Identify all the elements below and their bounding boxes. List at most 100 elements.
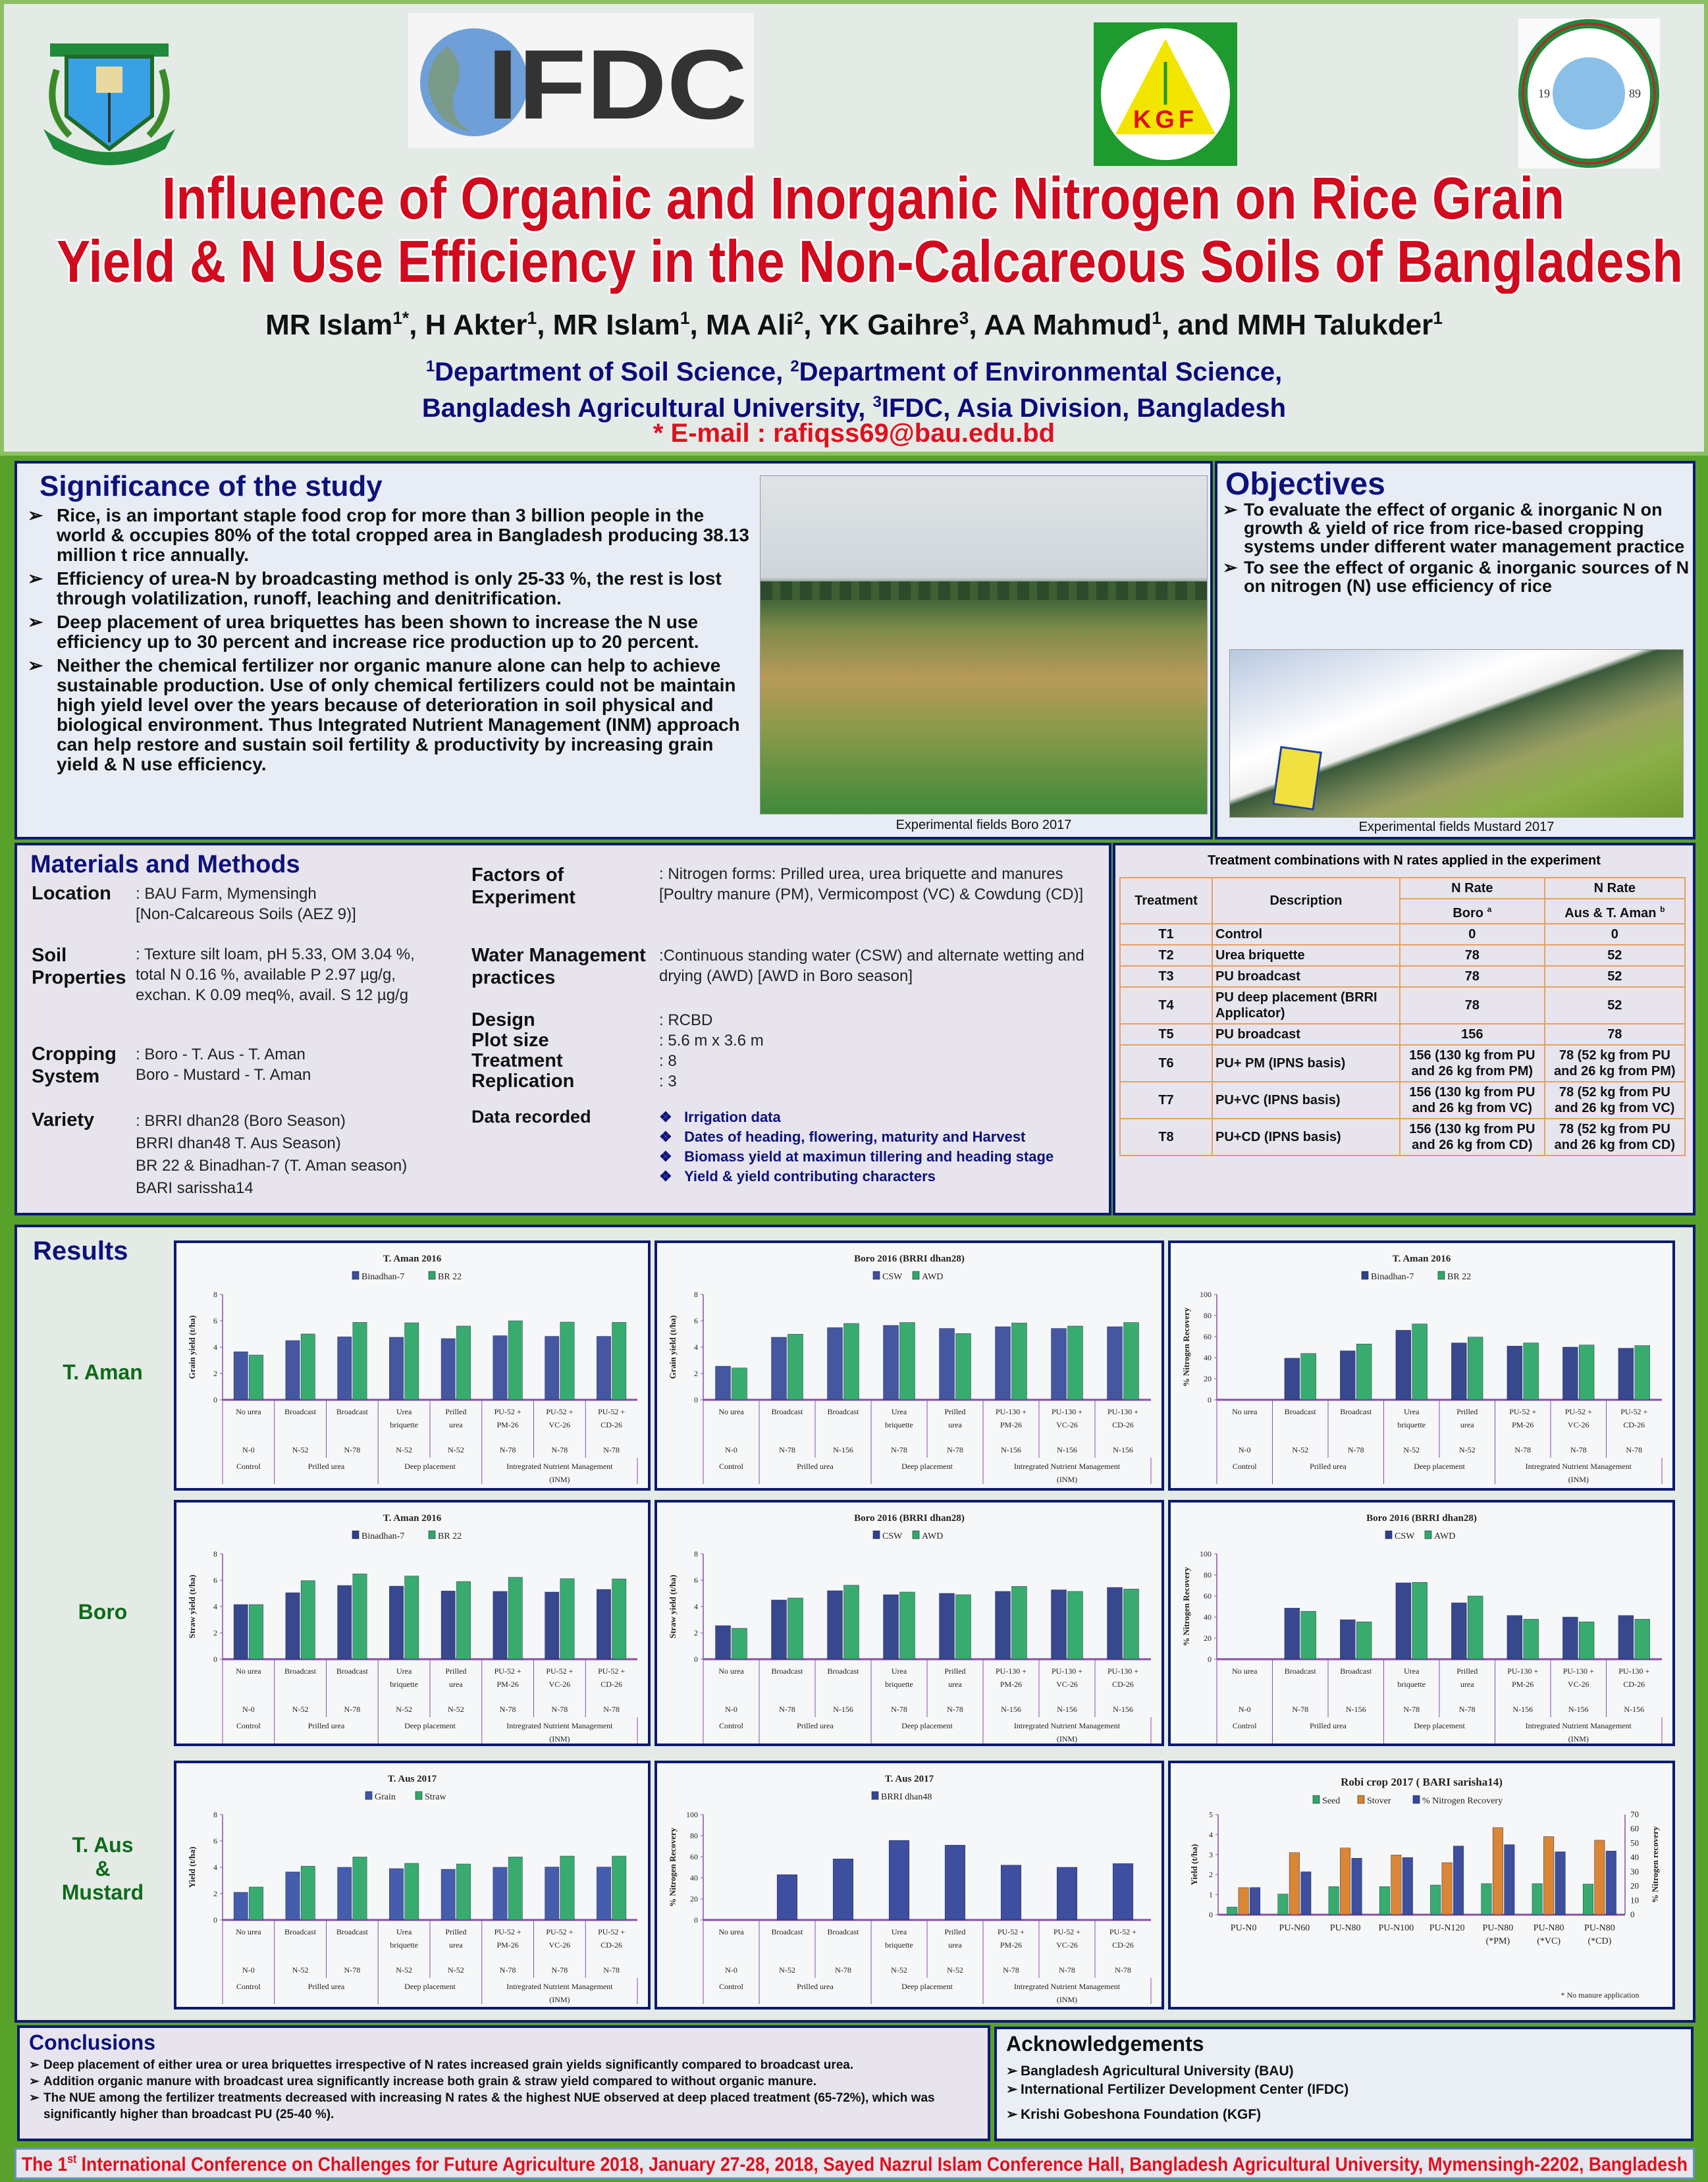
chart-boro-n-recovery: Boro 2016 (BRRI dhan28) CSW AWD 0 20 40 60 80 10…	[1168, 1500, 1675, 1746]
bar-stover-7	[1594, 1840, 1605, 1915]
cropping-label: Cropping System	[32, 1044, 117, 1087]
bar-grain-0	[233, 1892, 248, 1921]
author: and MMH Talukder1	[1177, 308, 1443, 341]
y-axis-label: Straw yield (t/ha)	[187, 1575, 197, 1639]
boro-rate-cell: 156 (130 kg from PU and 26 kg from CD)	[1399, 1117, 1545, 1156]
bar-binadhan-7-7	[597, 1336, 611, 1400]
y-tick-label: 0	[213, 1915, 217, 1925]
bar-binadhan-7-4	[440, 1338, 456, 1400]
category-label: PU-52 +	[494, 1407, 521, 1416]
bar-binadhan-7-3	[1395, 1330, 1411, 1400]
legend-label: % Nitrogen Recovery	[1422, 1796, 1503, 1806]
treatment-cell: T2	[1119, 944, 1213, 967]
n-rate-label: N-52	[1292, 1445, 1308, 1454]
n-rate-label: N-156	[1568, 1705, 1589, 1714]
affiliations: 1Department of Soil Science, 2Department…	[4, 352, 1704, 423]
bar-br-22-1	[300, 1333, 315, 1400]
group-label: Intregrated Nutrient Management	[506, 1721, 613, 1730]
bar--nitrogen-recovery-5	[1504, 1844, 1515, 1915]
y-tick-label: 0	[1208, 1655, 1212, 1664]
category-label: PU-52 +	[1509, 1407, 1536, 1416]
chart-svg: T. Aus 2017 Grain Straw 0 2 4 6 8 Yield (t/ha) No…	[187, 1774, 638, 2004]
bar-br-22-7	[612, 1322, 627, 1400]
bar-seed-7	[1582, 1884, 1593, 1915]
legend-swatch	[1312, 1795, 1320, 1804]
author: AA Mahmud1,	[984, 308, 1178, 341]
category-label: Prilled	[1456, 1666, 1478, 1676]
n-rate-label: N-52	[292, 1965, 309, 1975]
author: H Akter1,	[425, 308, 553, 341]
bar-csw-7	[1107, 1326, 1123, 1400]
table-row: T8 PU+CD (IPNS basis) 156 (130 kg from PU …	[1119, 1117, 1686, 1156]
y-tick-label: 0	[1208, 1395, 1212, 1404]
treatment-cell: T1	[1119, 922, 1213, 945]
bar-awd-5	[1011, 1323, 1027, 1400]
svg-text:The 1st International Conferen: The 1st International Conference on Chal…	[22, 2152, 1688, 2175]
category-label: Broadcast	[772, 1666, 804, 1676]
group-label: Control	[236, 1982, 261, 1991]
chart-title: T. Aman 2016	[1393, 1254, 1451, 1264]
category-label: PU-130 +	[1563, 1666, 1594, 1676]
legend-swatch	[352, 1530, 360, 1539]
legend-label: Binadhan-7	[361, 1272, 404, 1282]
boro-photo-caption: Experimental fields Boro 2017	[895, 818, 1072, 832]
category-label: Prilled	[445, 1666, 466, 1676]
group-label: Prilled urea	[1310, 1462, 1347, 1471]
bar-seed-4	[1430, 1884, 1441, 1915]
n-rate-label: N-156	[1113, 1705, 1133, 1714]
bar-awd-2	[843, 1585, 859, 1660]
bar-br-22-5	[1523, 1343, 1539, 1400]
n-rate-label: N-156	[1113, 1445, 1133, 1454]
n-rate-label: N-156	[833, 1445, 853, 1454]
data-recorded-list: ❖ Irrigation data ❖ Dates of heading, fl…	[659, 1107, 1054, 1186]
contact-email[interactable]: * E-mail : rafiqss69@bau.edu.bd	[653, 419, 1055, 448]
svg-text:IFDC: IFDC	[487, 29, 747, 140]
bar-binadhan-7-0	[233, 1604, 248, 1660]
y2-tick-label: 10	[1630, 1895, 1639, 1905]
header-boro: Boro a	[1399, 898, 1545, 924]
n-rate-label: N-52	[396, 1965, 412, 1975]
y-tick-label: 6	[694, 1576, 698, 1585]
y-tick-label: 0	[1209, 1910, 1213, 1919]
category-label: briquette	[1397, 1680, 1426, 1689]
variety-label: Variety	[32, 1109, 95, 1131]
category-label: CD-26	[1623, 1680, 1645, 1689]
y2-tick-label: 20	[1630, 1881, 1639, 1891]
bar-awd-3	[899, 1591, 915, 1660]
row-label-t-aus-mustard: T. Aus & Mustard	[61, 1833, 144, 1904]
group-label: Intregrated Nutrient Management	[1014, 1462, 1121, 1471]
category-label: Broadcast	[772, 1927, 804, 1936]
header-nrate-boro: N Rate	[1399, 877, 1545, 899]
y-tick-label: 0	[694, 1915, 698, 1925]
category-label: Prilled	[945, 1666, 966, 1676]
description-cell: PU broadcast	[1212, 965, 1401, 988]
bar-awd-4	[1468, 1595, 1483, 1660]
table-row: T7 PU+VC (IPNS basis) 156 (130 kg from PU …	[1119, 1080, 1686, 1119]
bar-br-22-6	[560, 1321, 575, 1400]
category-label: Prilled	[445, 1927, 466, 1936]
category-label: PU-N100	[1379, 1923, 1414, 1933]
n-rate-label: N-78	[552, 1705, 568, 1714]
category-label: PM-26	[1512, 1420, 1534, 1429]
bar-awd-7	[1634, 1618, 1650, 1660]
bar-awd-2	[843, 1323, 859, 1400]
svg-text:19: 19	[1538, 87, 1550, 100]
n-rate-label: N-156	[833, 1705, 853, 1714]
n-rate-label: N-156	[1346, 1705, 1366, 1714]
y-tick-label: 4	[1209, 1830, 1213, 1839]
svg-text:KGF: KGF	[1133, 106, 1198, 134]
bar-br-22-7	[1634, 1345, 1650, 1400]
group-label: Deep placement	[1414, 1462, 1465, 1471]
chart-title: Boro 2016 (BRRI dhan28)	[854, 1254, 965, 1264]
significance-section: Significance of the study Rice, is an im…	[14, 461, 1213, 839]
bar--nitrogen-recovery-1	[1300, 1871, 1312, 1915]
chart-aman-n-recovery: T. Aman 2016 Binadhan-7 BR 22 0 20 40 60 80 100%…	[1168, 1240, 1675, 1491]
category-label: PU-130 +	[1108, 1666, 1138, 1676]
category-label: Broadcast	[336, 1927, 369, 1936]
n-rate-label: N-78	[1403, 1705, 1420, 1714]
group-label: Intregrated Nutrient Management	[1526, 1462, 1632, 1471]
category-label: No urea	[236, 1666, 261, 1676]
chart-title: T. Aus 2017	[885, 1774, 934, 1784]
bar-awd-6	[1067, 1591, 1083, 1660]
bar-br-22-3	[404, 1576, 419, 1660]
